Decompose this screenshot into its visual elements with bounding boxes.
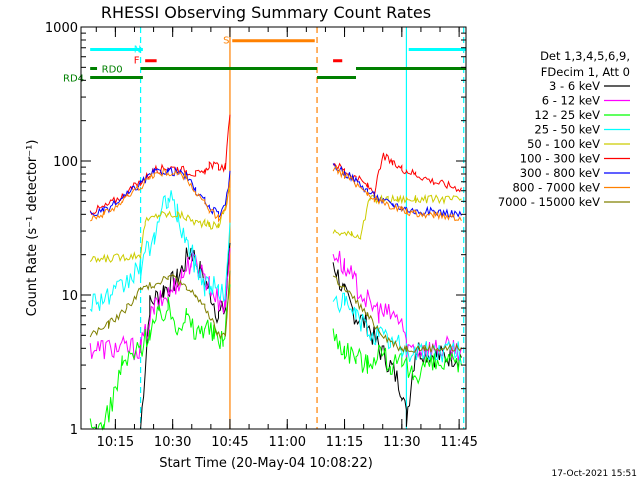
x-tick-label: 11:30: [383, 435, 420, 450]
legend-label: 300 - 800 keV: [520, 166, 600, 180]
flag-label-s: S: [223, 36, 229, 47]
plot-area: NF S RD0 RD4: [63, 27, 466, 431]
legend-label: 100 - 300 keV: [520, 152, 600, 166]
series-line: [89, 188, 462, 264]
legend-label: 12 - 25 keV: [534, 108, 600, 122]
series-line: [89, 190, 462, 364]
plot-frame: [80, 26, 467, 430]
series-line: [89, 284, 462, 431]
y-tick-label: 1000: [45, 21, 78, 36]
x-tick-label: 11:15: [326, 435, 363, 450]
legend-label: 3 - 6 keV: [549, 79, 600, 93]
y-tick-label: 10: [61, 289, 78, 304]
series-line: [89, 114, 462, 216]
x-tick-label: 11:45: [440, 435, 477, 450]
x-tick-label: 10:45: [211, 435, 248, 450]
legend-label: 25 - 50 keV: [534, 123, 600, 137]
x-tick-label: 10:30: [154, 435, 191, 450]
series-line: [90, 165, 462, 223]
flag-label-n: N: [134, 44, 141, 55]
y-axis-label: Count Rate (s⁻¹ detector⁻¹): [25, 140, 40, 317]
y-tick-label: 1: [70, 423, 78, 438]
flag-label-f: F: [134, 56, 140, 67]
series-line: [89, 270, 462, 353]
y-ticks: 1 10 100 1000: [45, 21, 466, 438]
flag-label-rd0: RD0: [102, 65, 123, 76]
legend: Det 1,3,4,5,6,9, FDecim 1, Att 0 3 - 6 k…: [498, 49, 630, 209]
x-axis-label: Start Time (20-May-04 10:08:22): [159, 456, 373, 471]
x-tick-label: 10:15: [97, 435, 134, 450]
legend-label: 6 - 12 keV: [542, 94, 600, 108]
legend-label: 800 - 7000 keV: [512, 181, 600, 195]
legend-header-2: FDecim 1, Att 0: [541, 65, 630, 79]
y-tick-label: 100: [53, 155, 78, 170]
x-tick-label: 11:00: [269, 435, 306, 450]
footer-date: 17-Oct-2021 15:51: [552, 469, 637, 479]
legend-header-1: Det 1,3,4,5,6,9,: [540, 49, 630, 63]
flag-label-rd4: RD4: [63, 73, 84, 84]
series-line: [89, 163, 462, 220]
series-line: [89, 247, 462, 361]
legend-label: 7000 - 15000 keV: [498, 195, 600, 209]
chart-title: RHESSI Observing Summary Count Rates: [101, 3, 431, 22]
x-ticks: 10:15 10:30 10:45 11:00 11:15 11:30 11:45: [95, 27, 478, 450]
legend-label: 50 - 100 keV: [527, 137, 600, 151]
